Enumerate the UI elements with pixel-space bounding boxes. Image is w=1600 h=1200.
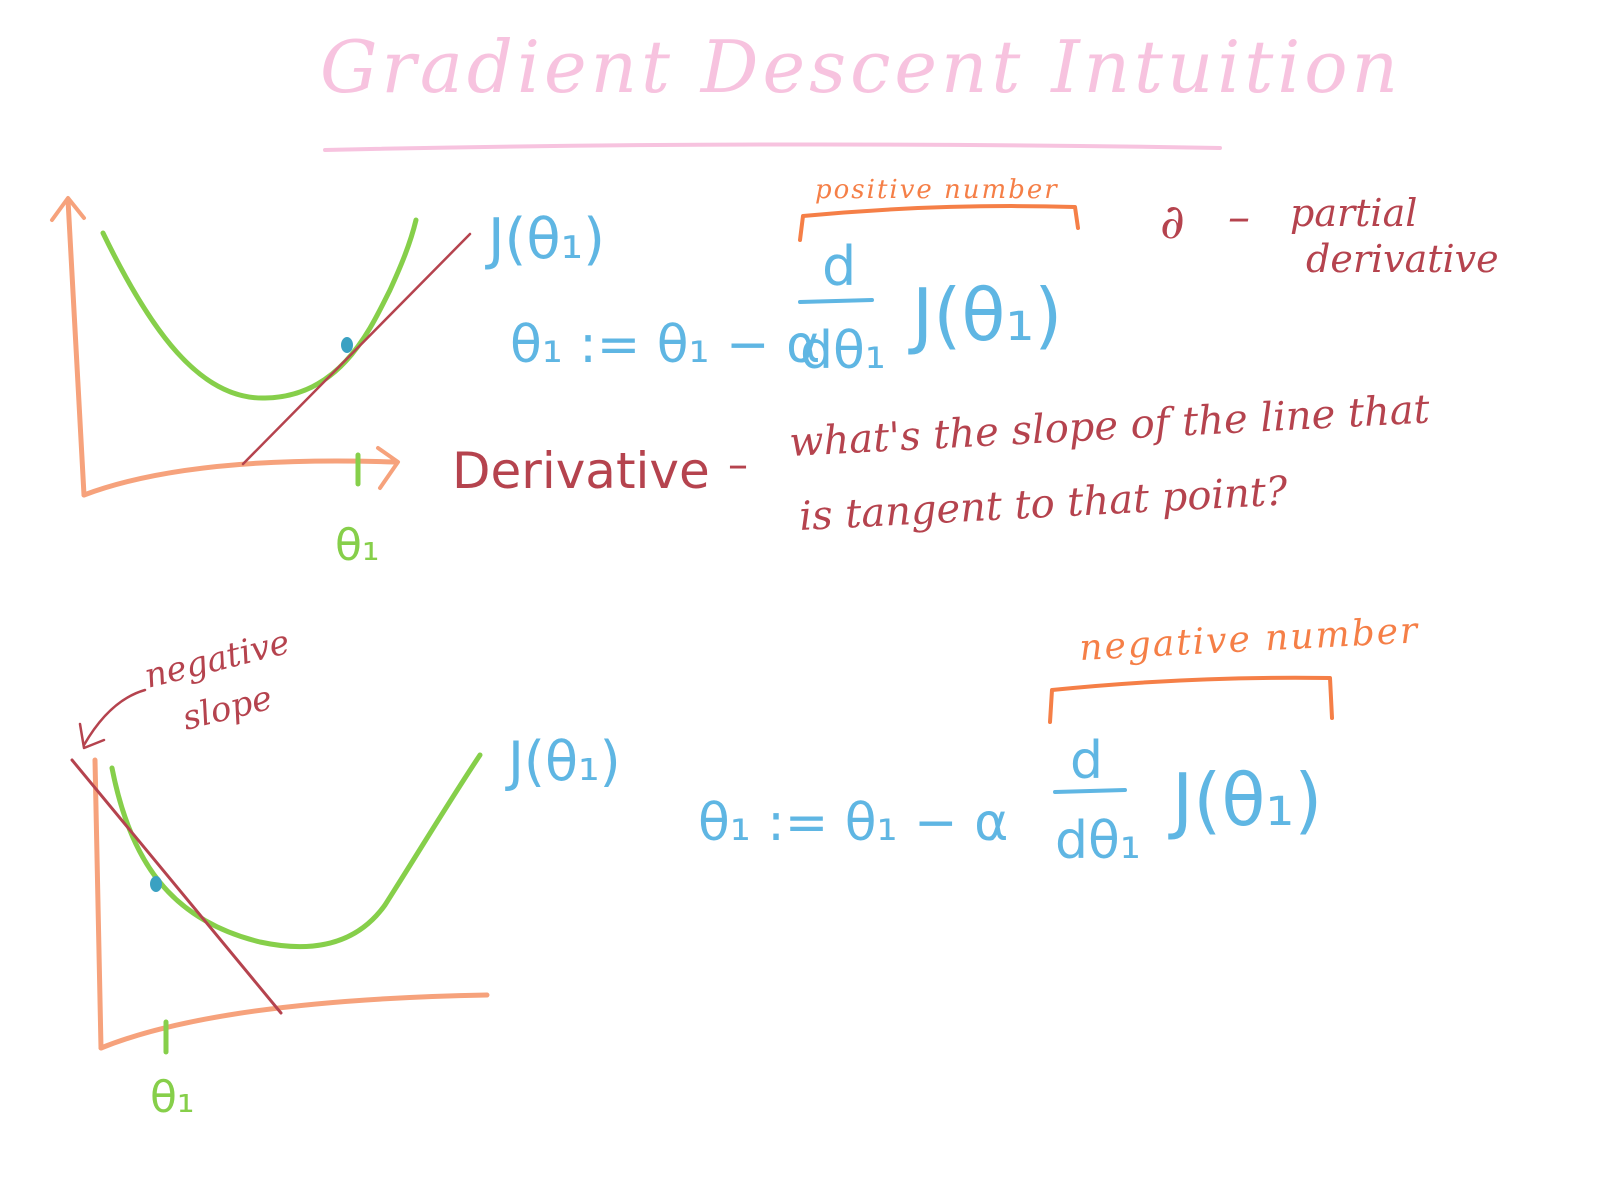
partial-symbol: ∂ (1160, 194, 1185, 250)
top-y-arrowhead-icon (50, 196, 86, 222)
partial-text-line2: derivative (1306, 237, 1499, 281)
bottom-theta-label: θ₁ (150, 1072, 195, 1123)
top-tangent-line (241, 232, 472, 466)
derivative-question-line2: is tangent to that point? (798, 468, 1289, 540)
title-underline (323, 142, 1222, 152)
top-update-denom: dθ₁ (800, 321, 886, 381)
top-theta-label: θ₁ (335, 520, 380, 571)
top-cost-curve (100, 217, 419, 401)
bottom-slope-label-line2: slope (179, 678, 277, 739)
bottom-tangent-line (70, 758, 283, 1015)
bottom-x-axis (98, 992, 490, 1051)
top-cost-label: J(θ₁) (485, 207, 605, 272)
top-update-tail: J(θ₁) (908, 273, 1062, 357)
top-fraction-bar (798, 298, 874, 304)
bottom-update-denom: dθ₁ (1055, 811, 1141, 871)
top-current-point (341, 337, 353, 353)
partial-dash: – (1228, 192, 1250, 243)
top-x-axis (81, 458, 398, 498)
bottom-equation: θ₁ := θ₁ − α d dθ₁ J(θ₁) negative number (698, 610, 1420, 871)
derivative-label: Derivative (452, 442, 710, 500)
bottom-y-axis (92, 757, 104, 1051)
bottom-cost-label: J(θ₁) (505, 730, 621, 793)
partial-text-line1: partial (1290, 191, 1417, 235)
bottom-slope-arrowhead-icon (78, 722, 106, 750)
derivative-note: Derivative – what's the slope of the lin… (452, 386, 1432, 540)
bottom-update-numer: d (1070, 731, 1103, 791)
top-bracket (798, 204, 1080, 242)
bottom-bracket-label: negative number (1078, 610, 1420, 669)
top-equation: θ₁ := θ₁ − α d dθ₁ J(θ₁) positive number (510, 175, 1080, 381)
derivative-dash: – (728, 442, 748, 488)
top-x-arrowhead-icon (376, 446, 400, 490)
page-title: Gradient Descent Intuition (320, 25, 1402, 109)
title-group: Gradient Descent Intuition (320, 25, 1402, 152)
bottom-current-point (150, 876, 162, 892)
bottom-slope-label-line1: negative (141, 622, 294, 697)
top-y-axis (65, 197, 87, 498)
top-update-lhs: θ₁ := θ₁ − α (510, 315, 820, 375)
bottom-fraction-bar (1053, 788, 1127, 794)
bottom-graph: negative slope θ₁ J(θ₁) (70, 622, 621, 1123)
bottom-bracket (1048, 675, 1334, 724)
bottom-update-tail: J(θ₁) (1168, 758, 1322, 842)
derivative-question-line1: what's the slope of the line that (788, 386, 1432, 466)
top-bracket-label: positive number (815, 175, 1059, 205)
bottom-cost-curve (109, 752, 483, 950)
bottom-slope-arrow (82, 688, 147, 747)
top-update-numer: d (822, 235, 856, 298)
bottom-update-lhs: θ₁ := θ₁ − α (698, 793, 1008, 853)
partial-note: ∂ – partial derivative (1160, 191, 1499, 281)
top-graph: θ₁ J(θ₁) (50, 196, 605, 571)
